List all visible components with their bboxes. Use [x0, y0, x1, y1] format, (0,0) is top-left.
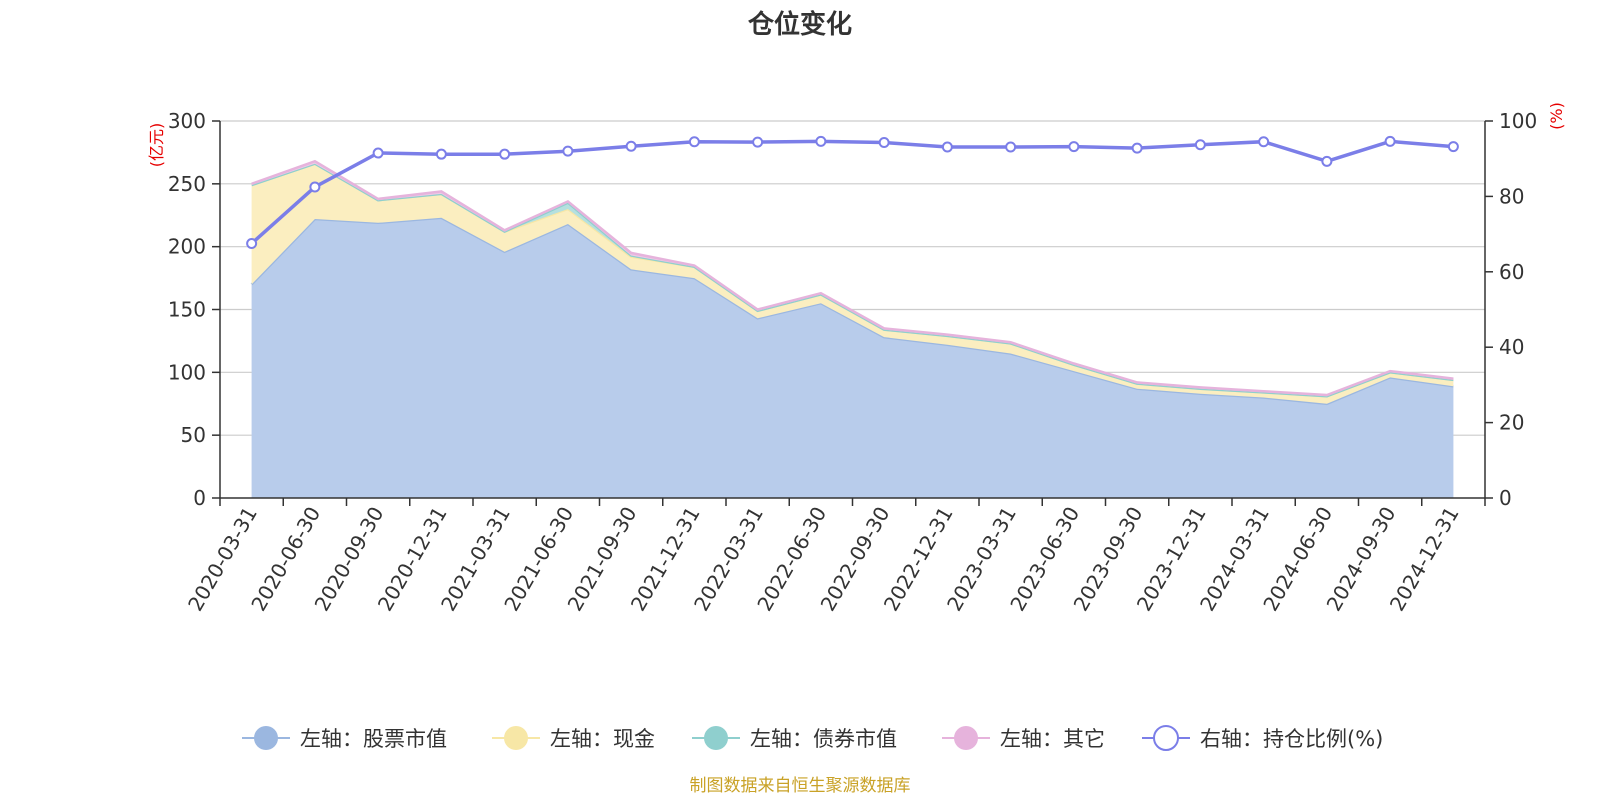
ratio-point: [309, 181, 321, 193]
ratio-point: [435, 148, 447, 160]
ratio-point: [1131, 142, 1143, 154]
ratio-point: [562, 145, 574, 157]
area-2: [251, 163, 1454, 404]
left-tick-label: 0: [193, 486, 206, 510]
right-tick-label: 60: [1499, 260, 1524, 284]
ratio-point: [1194, 139, 1206, 151]
legend-label: 左轴：其它: [1000, 727, 1105, 751]
legend: 左轴：股票市值 左轴：现金 左轴：债券市值 左轴：其它 右轴：持仓比例(%): [242, 725, 1383, 751]
ratio-point: [815, 135, 827, 147]
legend-label: 左轴：股票市值: [300, 727, 447, 751]
right-tick-label: 20: [1499, 411, 1524, 435]
ratio-point: [878, 136, 890, 148]
area-layers: [250, 159, 1454, 499]
right-tick-label: 100: [1499, 109, 1537, 133]
ratio-point: [499, 148, 511, 160]
legend-item-1: 左轴：股票市值: [242, 726, 447, 751]
right-tick-label: 40: [1499, 335, 1524, 359]
ratio-point: [246, 238, 258, 250]
legend-label: 左轴：现金: [550, 727, 655, 751]
ratio-point: [625, 140, 637, 152]
ratio-point: [688, 136, 700, 148]
chart-title: 仓位变化: [747, 9, 852, 40]
left-tick-label: 300: [168, 109, 206, 133]
legend-marker: [504, 726, 528, 750]
ratio-point: [1005, 141, 1017, 153]
legend-item-3: 左轴：债券市值: [692, 726, 897, 751]
legend-label: 右轴：持仓比例(%): [1200, 727, 1383, 751]
ratio-point: [941, 141, 953, 153]
ratio-point: [1258, 136, 1270, 148]
ratio-point: [1384, 135, 1396, 147]
legend-marker: [704, 726, 728, 750]
left-tick-label: 250: [168, 172, 206, 196]
ratio-point: [752, 136, 764, 148]
left-tick-label: 50: [181, 423, 206, 447]
ratio-line: [250, 139, 1454, 245]
legend-label: 左轴：债券市值: [750, 727, 897, 751]
legend-item-2: 左轴：现金: [492, 726, 655, 751]
ratio-point: [1321, 155, 1333, 167]
left-tick-label: 100: [168, 360, 206, 384]
right-axis-unit: (%): [1547, 102, 1566, 130]
left-tick-label: 200: [168, 235, 206, 259]
ratio-line-layer: [246, 135, 1459, 250]
legend-item-4: 左轴：其它: [942, 726, 1105, 751]
right-tick-label: 80: [1499, 184, 1524, 208]
left-tick-label: 150: [168, 298, 206, 322]
area-1: [251, 217, 1454, 499]
ratio-point: [1447, 141, 1459, 153]
ratio-point: [1068, 141, 1080, 153]
legend-marker: [1153, 725, 1179, 751]
legend-item-5: 右轴：持仓比例(%): [1142, 725, 1383, 751]
source-note: 制图数据来自恒生聚源数据库: [690, 776, 911, 796]
area-edge-4: [251, 159, 1454, 397]
right-tick-label: 0: [1499, 486, 1512, 510]
legend-marker: [954, 726, 978, 750]
legend-marker: [254, 726, 278, 750]
ratio-point: [372, 147, 384, 159]
left-axis-unit: (亿元): [147, 123, 166, 168]
